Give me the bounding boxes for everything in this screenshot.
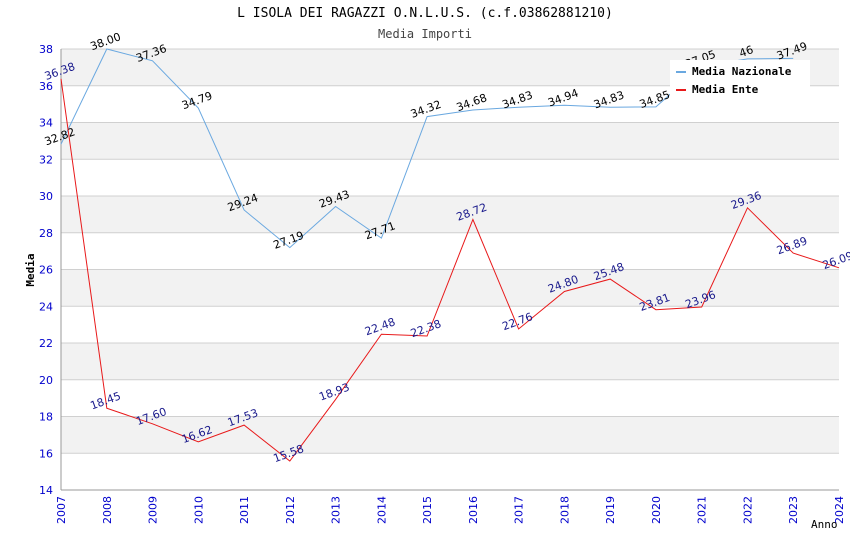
data-label: 34.79	[180, 89, 214, 112]
y-tick-label: 30	[39, 190, 53, 203]
data-label: 26.09	[821, 249, 850, 272]
x-tick-label: 2007	[55, 496, 68, 524]
series-line-ente	[60, 78, 840, 462]
data-label: 34.83	[592, 88, 626, 111]
y-tick-label: 34	[39, 117, 53, 130]
y-tick-label: 26	[39, 264, 53, 277]
x-tick-label: 2012	[284, 496, 297, 524]
grid-band	[61, 416, 839, 454]
y-tick-label: 14	[39, 484, 53, 497]
grid-band	[61, 196, 839, 233]
y-tick-label: 20	[39, 374, 53, 387]
data-label: 34.83	[500, 88, 534, 111]
x-tick-label: 2017	[513, 496, 526, 524]
x-tick-label: 2020	[650, 496, 663, 524]
grid-band	[61, 343, 839, 380]
grid-band	[61, 269, 839, 307]
x-tick-label: 2008	[101, 496, 114, 524]
x-tick-label: 2018	[558, 496, 571, 524]
chart-title: L ISOLA DEI RAGAZZI O.N.L.U.S. (c.f.0386…	[237, 6, 613, 21]
x-tick-label: 2022	[741, 496, 754, 524]
data-label: 46	[737, 43, 755, 60]
grid-band	[61, 122, 839, 160]
x-tick-label: 2015	[421, 496, 434, 524]
x-tick-label: 2014	[375, 496, 388, 524]
data-label: 18.93	[317, 381, 351, 404]
y-tick-label: 32	[39, 153, 53, 166]
data-label: 18.45	[89, 389, 123, 412]
y-axis-label: Media	[24, 253, 37, 286]
x-tick-label: 2023	[787, 496, 800, 524]
data-label: 34.68	[455, 91, 489, 114]
x-axis-label: Anno	[811, 518, 838, 531]
legend-swatch-ente	[676, 89, 686, 91]
x-tick-label: 2019	[604, 496, 617, 524]
y-tick-label: 18	[39, 411, 53, 424]
x-tick-label: 2016	[467, 496, 480, 524]
legend-item-ente: Media Ente	[676, 83, 758, 99]
x-tick-label: 2009	[147, 496, 160, 524]
x-tick-label: 2010	[192, 496, 205, 524]
y-tick-label: 28	[39, 227, 53, 240]
x-tick-label: 2013	[330, 496, 343, 524]
legend-label-nazionale: Media Nazionale	[692, 65, 792, 78]
y-tick-label: 22	[39, 337, 53, 350]
chart-legend: Media Nazionale Media Ente	[670, 60, 810, 102]
chart-subtitle: Media Importi	[378, 27, 472, 41]
data-label: 22.38	[409, 317, 443, 340]
legend-label-ente: Media Ente	[692, 83, 759, 96]
x-tick-label: 2011	[238, 496, 251, 524]
y-tick-label: 38	[39, 43, 53, 56]
x-tick-label: 2024	[833, 496, 846, 524]
legend-item-nazionale: Media Nazionale	[676, 65, 791, 81]
data-label: 34.85	[638, 88, 672, 111]
data-label: 22.76	[500, 310, 534, 333]
y-tick-label: 16	[39, 447, 53, 460]
data-label: 34.32	[409, 98, 443, 121]
y-tick-label: 36	[39, 80, 53, 93]
x-tick-label: 2021	[696, 496, 709, 524]
data-label: 26.89	[775, 234, 809, 257]
legend-swatch-nazionale	[676, 71, 686, 73]
y-tick-label: 24	[39, 300, 53, 313]
